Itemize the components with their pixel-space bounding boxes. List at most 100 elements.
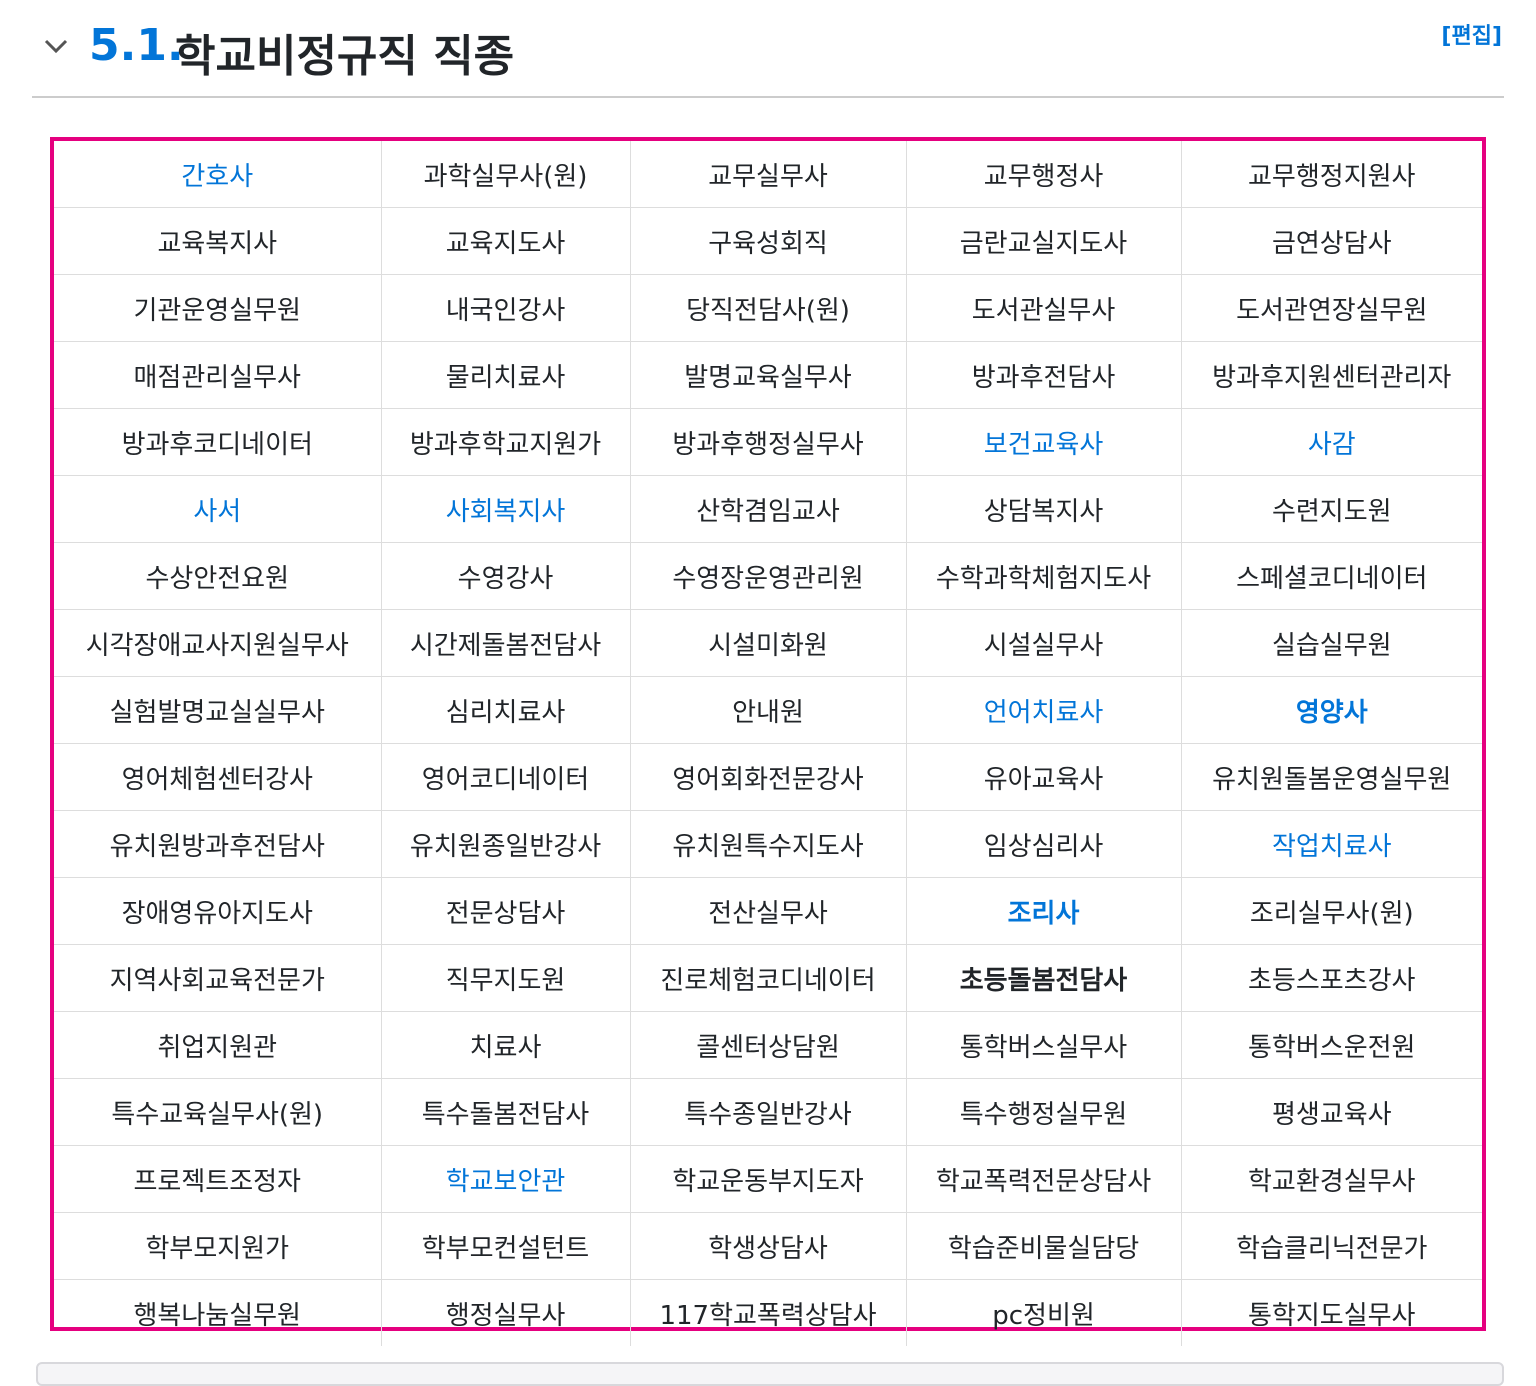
job-cell: 수영강사 [380, 542, 631, 610]
job-cell: 유치원방과후전담사 [54, 810, 382, 878]
job-cell: 117학교폭력상담사 [629, 1279, 907, 1346]
job-types-table: 간호사 과학실무사(원) 교무실무사 교무행정사 교무행정지원사 교육복지사 교육지도사 구육… [50, 137, 1486, 1346]
job-cell: 스페셜코디네이터 [1180, 542, 1482, 610]
job-cell: 유아교육사 [905, 743, 1182, 811]
table-row: 시각장애교사지원실무사 시간제돌봄전담사 시설미화원 시설실무사 실습실무원 [54, 609, 1482, 677]
job-cell: 특수종일반강사 [629, 1078, 907, 1146]
job-cell: 영어코디네이터 [380, 743, 631, 811]
table-row: 교육복지사 교육지도사 구육성회직 금란교실지도사 금연상담사 [54, 207, 1482, 275]
job-cell: 수학과학체험지도사 [905, 542, 1182, 610]
job-cell: 금란교실지도사 [905, 207, 1182, 275]
job-cell: 취업지원관 [54, 1011, 382, 1079]
table-row: 영어체험센터강사 영어코디네이터 영어회화전문강사 유아교육사 유치원돌봄운영실무원 [54, 743, 1482, 811]
job-cell: 통학버스운전원 [1180, 1011, 1482, 1079]
table-row: 유치원방과후전담사 유치원종일반강사 유치원특수지도사 임상심리사 작업치료사 [54, 810, 1482, 878]
table-row: 행복나눔실무원 행정실무사 117학교폭력상담사 pc정비원 통학지도실무사 [54, 1279, 1482, 1346]
job-cell: 시설실무사 [905, 609, 1182, 677]
section-heading: 5.1. 학교비정규직 직종 [편집] [32, 0, 1504, 98]
job-cell: 발명교육실무사 [629, 341, 907, 409]
job-cell: 방과후코디네이터 [54, 408, 382, 476]
job-cell: 수련지도원 [1180, 475, 1482, 543]
job-cell: pc정비원 [905, 1279, 1182, 1346]
table-row: 기관운영실무원 내국인강사 당직전담사(원) 도서관실무사 도서관연장실무원 [54, 274, 1482, 342]
job-link-cell[interactable]: 조리사 [905, 877, 1182, 945]
job-cell: 영어체험센터강사 [54, 743, 382, 811]
job-cell: 상담복지사 [905, 475, 1182, 543]
table-row: 실험발명교실실무사 심리치료사 안내원 언어치료사 영양사 [54, 676, 1482, 744]
job-cell: 진로체험코디네이터 [629, 944, 907, 1012]
job-cell: 물리치료사 [380, 341, 631, 409]
job-cell: 학생상담사 [629, 1212, 907, 1280]
job-link-cell[interactable]: 작업치료사 [1180, 810, 1482, 878]
job-link-cell[interactable]: 간호사 [54, 141, 382, 208]
job-link-cell[interactable]: 사서 [54, 475, 382, 543]
job-cell: 수상안전요원 [54, 542, 382, 610]
job-link-cell[interactable]: 언어치료사 [905, 676, 1182, 744]
job-cell: 방과후학교지원가 [380, 408, 631, 476]
job-cell: 전산실무사 [629, 877, 907, 945]
job-cell: 특수행정실무원 [905, 1078, 1182, 1146]
job-cell: 특수교육실무사(원) [54, 1078, 382, 1146]
job-cell: 콜센터상담원 [629, 1011, 907, 1079]
table-row: 방과후코디네이터 방과후학교지원가 방과후행정실무사 보건교육사 사감 [54, 408, 1482, 476]
job-cell: 치료사 [380, 1011, 631, 1079]
job-cell: 도서관실무사 [905, 274, 1182, 342]
edit-link[interactable]: [편집] [1441, 24, 1502, 49]
job-cell: 매점관리실무사 [54, 341, 382, 409]
table-row: 특수교육실무사(원) 특수돌봄전담사 특수종일반강사 특수행정실무원 평생교육사 [54, 1078, 1482, 1146]
job-cell: 조리실무사(원) [1180, 877, 1482, 945]
job-cell: 학부모컨설턴트 [380, 1212, 631, 1280]
job-cell: 행복나눔실무원 [54, 1279, 382, 1346]
job-cell: 교무행정사 [905, 141, 1182, 208]
table-row: 지역사회교육전문가 직무지도원 진로체험코디네이터 초등돌봄전담사 초등스포츠강사 [54, 944, 1482, 1012]
job-cell: 시간제돌봄전담사 [380, 609, 631, 677]
job-link-cell[interactable]: 영양사 [1180, 676, 1482, 744]
job-cell: 지역사회교육전문가 [54, 944, 382, 1012]
job-cell: 유치원종일반강사 [380, 810, 631, 878]
job-cell: 시각장애교사지원실무사 [54, 609, 382, 677]
job-cell: 평생교육사 [1180, 1078, 1482, 1146]
job-cell: 학습준비물실담당 [905, 1212, 1182, 1280]
job-cell: 과학실무사(원) [380, 141, 631, 208]
job-cell: 방과후지원센터관리자 [1180, 341, 1482, 409]
job-cell: 교육복지사 [54, 207, 382, 275]
job-cell: 유치원돌봄운영실무원 [1180, 743, 1482, 811]
job-cell: 학교운동부지도자 [629, 1145, 907, 1213]
job-cell: 특수돌봄전담사 [380, 1078, 631, 1146]
section-title: 학교비정규직 직종 [175, 31, 515, 82]
job-cell: 시설미화원 [629, 609, 907, 677]
job-cell: 심리치료사 [380, 676, 631, 744]
job-link-cell[interactable]: 사감 [1180, 408, 1482, 476]
job-cell: 교무실무사 [629, 141, 907, 208]
job-link-cell[interactable]: 사회복지사 [380, 475, 631, 543]
job-cell: 수영장운영관리원 [629, 542, 907, 610]
job-cell: 프로젝트조정자 [54, 1145, 382, 1213]
table-row: 프로젝트조정자 학교보안관 학교운동부지도자 학교폭력전문상담사 학교환경실무사 [54, 1145, 1482, 1213]
job-cell: 방과후전담사 [905, 341, 1182, 409]
job-link-cell[interactable]: 학교보안관 [380, 1145, 631, 1213]
job-cell: 학교환경실무사 [1180, 1145, 1482, 1213]
job-cell: 당직전담사(원) [629, 274, 907, 342]
table-row: 취업지원관 치료사 콜센터상담원 통학버스실무사 통학버스운전원 [54, 1011, 1482, 1079]
job-cell: 행정실무사 [380, 1279, 631, 1346]
job-cell: 학부모지원가 [54, 1212, 382, 1280]
job-cell: 기관운영실무원 [54, 274, 382, 342]
job-cell: 안내원 [629, 676, 907, 744]
job-link-cell[interactable]: 보건교육사 [905, 408, 1182, 476]
table-row: 수상안전요원 수영강사 수영장운영관리원 수학과학체험지도사 스페셜코디네이터 [54, 542, 1482, 610]
section-number[interactable]: 5.1. [89, 20, 184, 71]
table-row: 간호사 과학실무사(원) 교무실무사 교무행정사 교무행정지원사 [54, 141, 1482, 208]
table-row: 사서 사회복지사 산학겸임교사 상담복지사 수련지도원 [54, 475, 1482, 543]
job-cell: 통학지도실무사 [1180, 1279, 1482, 1346]
job-cell: 산학겸임교사 [629, 475, 907, 543]
job-cell: 통학버스실무사 [905, 1011, 1182, 1079]
job-cell: 교육지도사 [380, 207, 631, 275]
job-cell: 전문상담사 [380, 877, 631, 945]
chevron-down-icon[interactable] [42, 32, 70, 60]
job-cell: 방과후행정실무사 [629, 408, 907, 476]
job-cell: 영어회화전문강사 [629, 743, 907, 811]
job-cell: 학습클리닉전문가 [1180, 1212, 1482, 1280]
table-row: 매점관리실무사 물리치료사 발명교육실무사 방과후전담사 방과후지원센터관리자 [54, 341, 1482, 409]
job-cell: 실험발명교실실무사 [54, 676, 382, 744]
job-cell: 실습실무원 [1180, 609, 1482, 677]
